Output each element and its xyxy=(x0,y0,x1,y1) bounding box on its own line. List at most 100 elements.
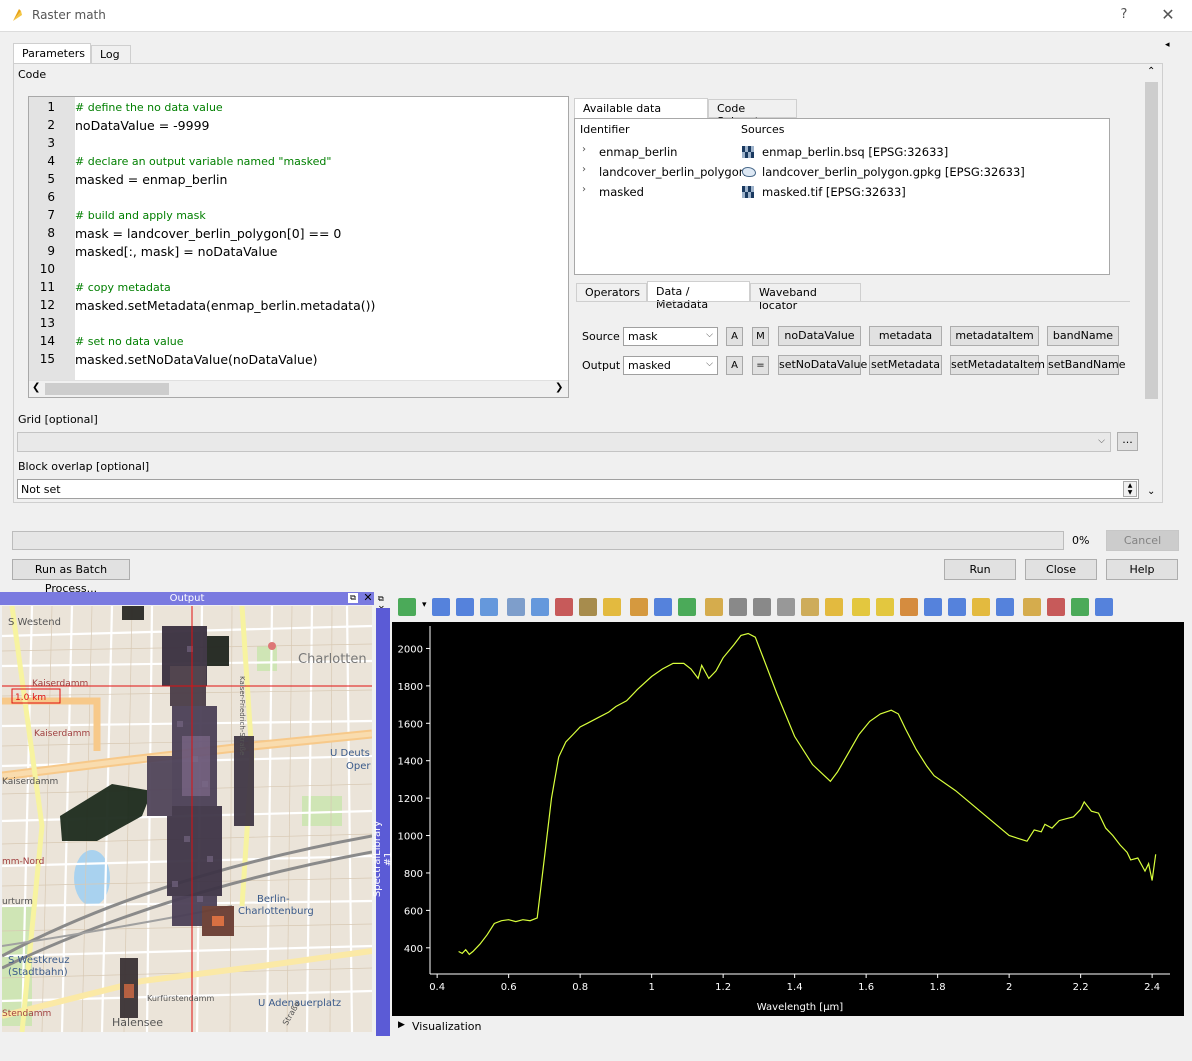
code-editor[interactable]: 1 2 3 4 5 6 7 8 9 10 11 12 13 14 15 ❮ ❯ # define the n… xyxy=(28,96,569,398)
setmetadata-button[interactable]: setMetadata xyxy=(869,355,942,375)
block-overlap-spinbox[interactable]: Not set ▲ ▼ xyxy=(17,479,1139,499)
code-comment-line[interactable]: # declare an output variable named "mask… xyxy=(75,155,332,168)
bandname-button[interactable]: bandName xyxy=(1047,326,1119,346)
nodatavalue-button[interactable]: noDataValue xyxy=(778,326,861,346)
save-icon[interactable] xyxy=(654,598,672,616)
cut-icon[interactable] xyxy=(753,598,771,616)
setmetadataitem-button[interactable]: setMetadataItem xyxy=(950,355,1045,375)
source-combo[interactable]: mask ⌵ xyxy=(623,327,718,346)
tab-available-data-sources[interactable]: Available data sources xyxy=(574,98,708,128)
window-close-button[interactable]: ✕ xyxy=(1161,5,1175,24)
code-line[interactable]: masked.setMetadata(enmap_berlin.metadata… xyxy=(75,298,376,313)
select-all-icon[interactable] xyxy=(852,598,870,616)
metadata-button[interactable]: metadata xyxy=(869,326,942,346)
dropdown-icon[interactable]: ▾ xyxy=(422,600,427,610)
tab-parameters[interactable]: Parameters xyxy=(13,43,91,64)
expand-chevron-icon[interactable]: › xyxy=(582,164,586,175)
move-icon[interactable] xyxy=(555,598,573,616)
visualization-section[interactable]: ▶ Visualization xyxy=(394,1016,1184,1036)
code-line[interactable]: noDataValue = -9999 xyxy=(75,118,210,133)
scroll-up-icon[interactable]: ⌃ xyxy=(1147,66,1156,77)
database-add-icon[interactable] xyxy=(456,598,474,616)
help-button[interactable]: Help xyxy=(1106,559,1178,580)
form-view-icon[interactable] xyxy=(507,598,525,616)
source-a-button[interactable]: A xyxy=(726,327,743,346)
profile-icon[interactable] xyxy=(480,598,498,616)
spinbox-arrows-icon[interactable]: ▲ ▼ xyxy=(1123,481,1137,497)
column-header-sources[interactable]: Sources xyxy=(741,123,785,136)
pencil-icon[interactable] xyxy=(603,598,621,616)
expand-chevron-icon[interactable]: › xyxy=(582,144,586,155)
code-comment-line[interactable]: # define the no data value xyxy=(75,101,223,114)
tab-code-snippets[interactable]: Code Snippets xyxy=(708,99,797,128)
spectral-plot[interactable]: 400 600 800 1000 1200 1400 1600 1800 2000 0.4 0.6 0… xyxy=(392,622,1184,1016)
filter-icon[interactable] xyxy=(948,598,966,616)
grid-browse-button[interactable]: ... xyxy=(1117,432,1138,451)
expand-chevron-icon[interactable]: › xyxy=(582,184,586,195)
new-field-icon[interactable] xyxy=(1023,598,1041,616)
scroll-thumb[interactable] xyxy=(45,383,169,395)
grid-combo[interactable]: ⌵ xyxy=(17,432,1111,452)
output-a-button[interactable]: A xyxy=(726,356,743,375)
code-horizontal-scrollbar[interactable]: ❮ ❯ xyxy=(29,380,568,397)
code-line[interactable]: masked[:, mask] = noDataValue xyxy=(75,244,278,259)
edit-icon[interactable] xyxy=(630,598,648,616)
code-comment-line[interactable]: # build and apply mask xyxy=(75,209,206,222)
window-help-button[interactable]: ? xyxy=(1120,7,1128,22)
paste-icon[interactable] xyxy=(801,598,819,616)
scroll-thumb[interactable] xyxy=(1145,82,1158,399)
run-as-batch-button[interactable]: Run as Batch Process... xyxy=(12,559,130,595)
map-view[interactable]: 1.0 km S Westend Charlotten Kaiserdamm K… xyxy=(2,606,372,1032)
add-field-icon[interactable] xyxy=(705,598,723,616)
output-assign-button[interactable]: = xyxy=(752,356,769,375)
source-m-button[interactable]: M xyxy=(752,327,769,346)
code-line[interactable]: masked.setNoDataValue(noDataValue) xyxy=(75,352,318,367)
move-top-icon[interactable] xyxy=(924,598,942,616)
tab-log[interactable]: Log xyxy=(91,45,131,64)
close-dock-icon[interactable]: ✕ xyxy=(363,591,373,604)
refresh-icon[interactable] xyxy=(678,598,696,616)
collapse-panel-icon[interactable]: ◂ xyxy=(1165,40,1170,50)
data-source-row[interactable]: › landcover_berlin_polygon landcover_berli… xyxy=(575,162,1109,182)
identify-icon[interactable] xyxy=(579,598,597,616)
database-icon[interactable] xyxy=(432,598,450,616)
calculator-icon[interactable] xyxy=(1071,598,1089,616)
close-button[interactable]: Close xyxy=(1025,559,1097,580)
code-line[interactable]: mask = landcover_berlin_polygon[0] == 0 xyxy=(75,226,342,241)
line-number: 13 xyxy=(39,316,55,330)
setnodatavalue-button[interactable]: setNoDataValue xyxy=(778,355,867,375)
parameters-vertical-scrollbar[interactable]: ⌃ ⌄ xyxy=(1143,64,1161,502)
tab-operators[interactable]: Operators xyxy=(576,283,647,302)
pan-icon[interactable] xyxy=(972,598,990,616)
code-comment-line[interactable]: # set no data value xyxy=(75,335,184,348)
data-source-row[interactable]: › masked masked.tif [EPSG:32633] xyxy=(575,182,1109,202)
table-view-icon[interactable] xyxy=(531,598,549,616)
output-combo[interactable]: masked ⌵ xyxy=(623,356,718,375)
invert-selection-icon[interactable] xyxy=(876,598,894,616)
run-button[interactable]: Run xyxy=(944,559,1016,580)
tab-data-metadata[interactable]: Data / Metadata xyxy=(647,281,750,311)
scroll-down-icon[interactable]: ⌄ xyxy=(1147,486,1156,497)
scroll-left-icon[interactable]: ❮ xyxy=(32,382,41,393)
delete-icon[interactable] xyxy=(729,598,747,616)
zoom-map-icon[interactable] xyxy=(1095,598,1113,616)
spectral-plot-svg[interactable]: 400 600 800 1000 1200 1400 1600 1800 2000 0.4 0.6 0… xyxy=(392,622,1184,1016)
copy-icon[interactable] xyxy=(777,598,795,616)
metadataitem-button[interactable]: metadataItem xyxy=(950,326,1039,346)
deselect-icon[interactable] xyxy=(900,598,918,616)
map-canvas[interactable]: 1.0 km S Westend Charlotten Kaiserdamm K… xyxy=(2,606,372,1032)
data-source-row[interactable]: › enmap_berlin enmap_berlin.bsq [EPSG:3263… xyxy=(575,142,1109,162)
column-header-identifier[interactable]: Identifier xyxy=(580,123,630,136)
expand-arrow-icon[interactable]: ▶ xyxy=(398,1020,405,1030)
code-comment-line[interactable]: # copy metadata xyxy=(75,281,171,294)
zoom-icon[interactable] xyxy=(996,598,1014,616)
scroll-right-icon[interactable]: ❯ xyxy=(555,382,564,393)
select-icon[interactable] xyxy=(825,598,843,616)
tab-waveband-locator[interactable]: Waveband locator xyxy=(750,283,861,312)
cancel-button[interactable]: Cancel xyxy=(1106,530,1179,551)
float-dock-icon[interactable]: ⧉ xyxy=(348,593,358,603)
code-line[interactable]: masked = enmap_berlin xyxy=(75,172,228,187)
delete-field-icon[interactable] xyxy=(1047,598,1065,616)
add-icon[interactable] xyxy=(398,598,416,616)
setbandname-button[interactable]: setBandName xyxy=(1047,355,1126,375)
